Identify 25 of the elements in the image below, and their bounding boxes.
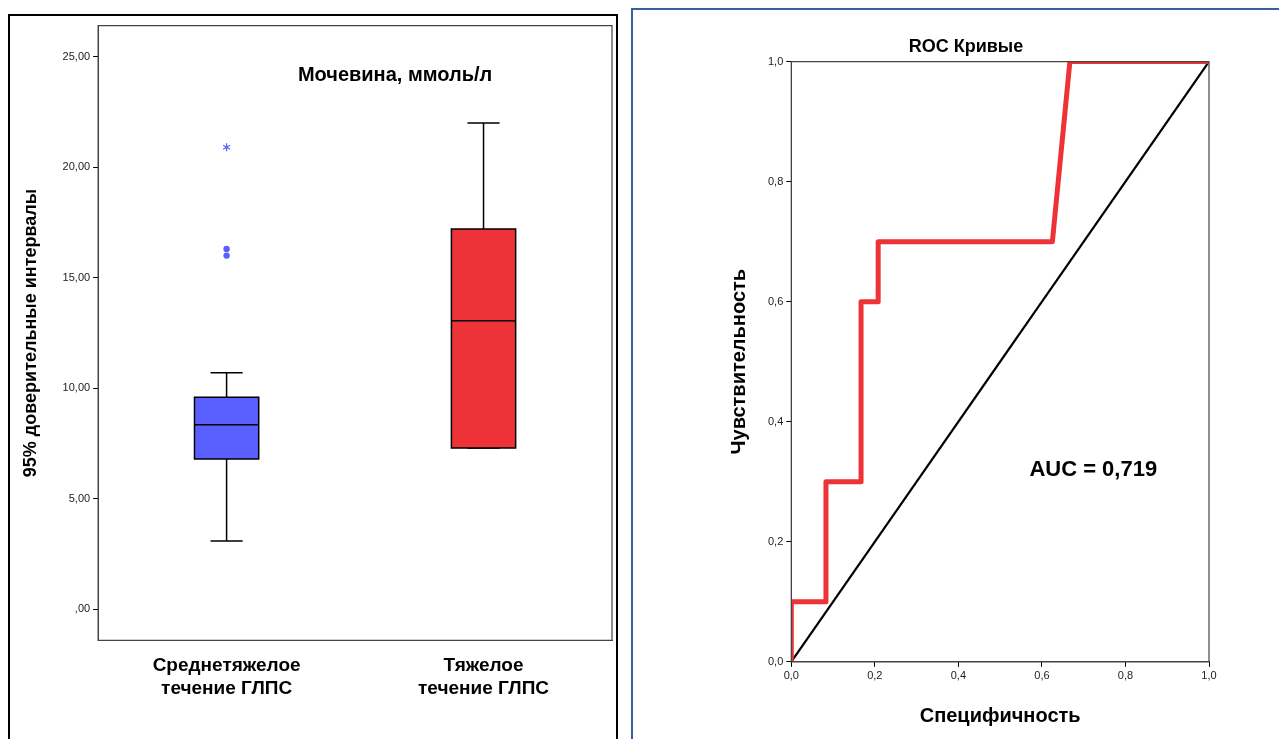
x-axis-title: Специфичность [919,703,1081,726]
y-tick-label: 1,0 [767,54,784,67]
text: Мочевина, ммоль/л [297,63,493,86]
x-tick-label: 0,0 [783,669,799,682]
x-tick-label: 0,8 [1117,669,1134,682]
y-tick-label: 0,8 [767,174,784,187]
annotation: AUC = 0,719 [1029,455,1158,481]
y-axis-title: 95% доверительные интервалы [19,188,40,478]
x-tick-label: 1,0 [1201,669,1217,682]
y-tick-label: 10,00 [62,381,91,394]
y-tick-label: 20,00 [62,160,91,173]
x-tick-label: 0,6 [1034,669,1050,682]
y-tick-label: 0,4 [767,414,784,427]
y-axis-title: Чувствительность [726,268,749,455]
y-tick-label: 0,2 [767,534,784,547]
y-tick-label: 5,00 [68,491,91,504]
y-tick-label: 0,6 [767,294,784,307]
y-tick-label: 15,00 [62,270,91,283]
y-tick-label: ,00 [74,602,91,615]
x-tick-label: 0,4 [950,669,967,682]
chart-title: ROC Кривые [908,35,1024,56]
y-tick-label: 25,00 [62,49,91,62]
x-tick-label: 0,2 [867,669,883,682]
x-tick-label: Тяжелое течение ГЛПС [418,654,550,698]
x-tick-label: Среднетяжелое течение ГЛПС [152,654,301,698]
